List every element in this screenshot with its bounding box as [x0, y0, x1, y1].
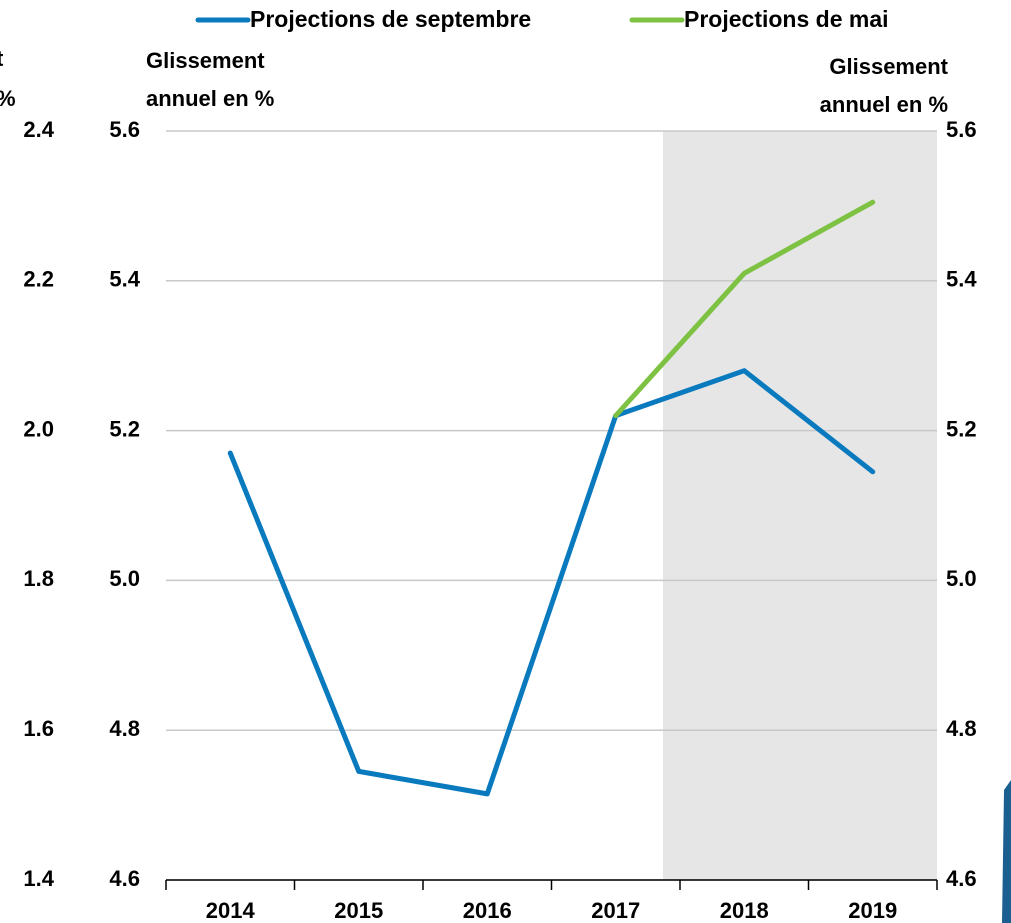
y-tick-label: 4.8 [109, 716, 140, 741]
y2-tick-label: 5.4 [946, 267, 977, 292]
y2-tick-label: 4.8 [946, 716, 977, 741]
x-tick-label: 2016 [463, 898, 512, 923]
y-tick-label: 5.0 [109, 566, 140, 591]
y3-tick-label: 2.2 [23, 267, 54, 292]
y2-axis-label: annuel en % [820, 92, 948, 117]
legend-label: Projections de mai [684, 6, 889, 32]
line-series [227, 368, 876, 797]
cut-off-icon [1002, 780, 1011, 923]
y3-tick-label: 1.6 [23, 716, 54, 741]
legend-label: Projections de septembre [250, 6, 531, 32]
x-tick-label: 2014 [206, 898, 256, 923]
y3-tick-label: 1.4 [23, 866, 54, 891]
line-series [613, 199, 876, 419]
y3-axis-label: % [0, 86, 16, 111]
x-tick-label: 2019 [848, 898, 897, 923]
y-axis-label: Glissement [146, 48, 265, 73]
y3-tick-label: 2.0 [23, 416, 54, 441]
y3-axis-label: t [0, 46, 4, 71]
y2-tick-label: 4.6 [946, 866, 977, 891]
x-tick-label: 2015 [334, 898, 383, 923]
x-tick-label: 2018 [720, 898, 769, 923]
y-axis-label: annuel en % [146, 86, 274, 111]
y2-tick-label: 5.6 [946, 117, 977, 142]
y-tick-label: 4.6 [109, 866, 140, 891]
projection-shading [663, 131, 937, 880]
y-tick-label: 5.6 [109, 117, 140, 142]
y2-axis-label: Glissement [829, 54, 948, 79]
y2-tick-label: 5.0 [946, 566, 977, 591]
y-tick-label: 5.4 [109, 267, 140, 292]
y-tick-label: 5.2 [109, 416, 140, 441]
x-tick-label: 2017 [591, 898, 640, 923]
y3-tick-label: 2.4 [23, 117, 54, 142]
y3-tick-label: 1.8 [23, 566, 54, 591]
y2-tick-label: 5.2 [946, 416, 977, 441]
